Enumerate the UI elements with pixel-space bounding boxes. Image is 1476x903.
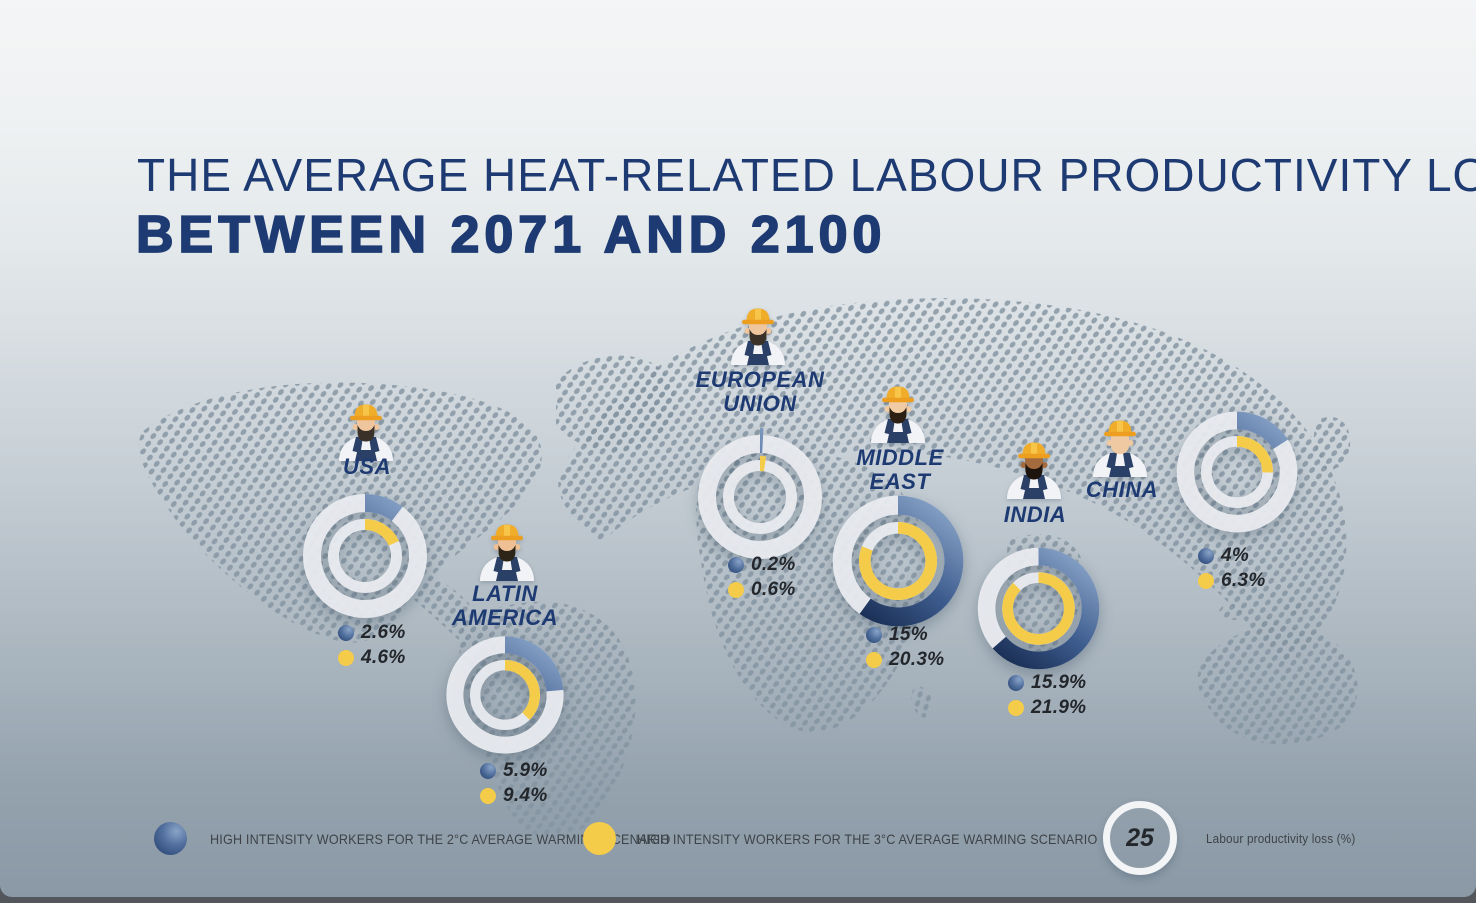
page-title: THE AVERAGE HEAT-RELATED LABOUR PRODUCTI… bbox=[137, 149, 1476, 201]
page-subtitle: BETWEEN 2071 AND 2100 bbox=[135, 205, 887, 265]
